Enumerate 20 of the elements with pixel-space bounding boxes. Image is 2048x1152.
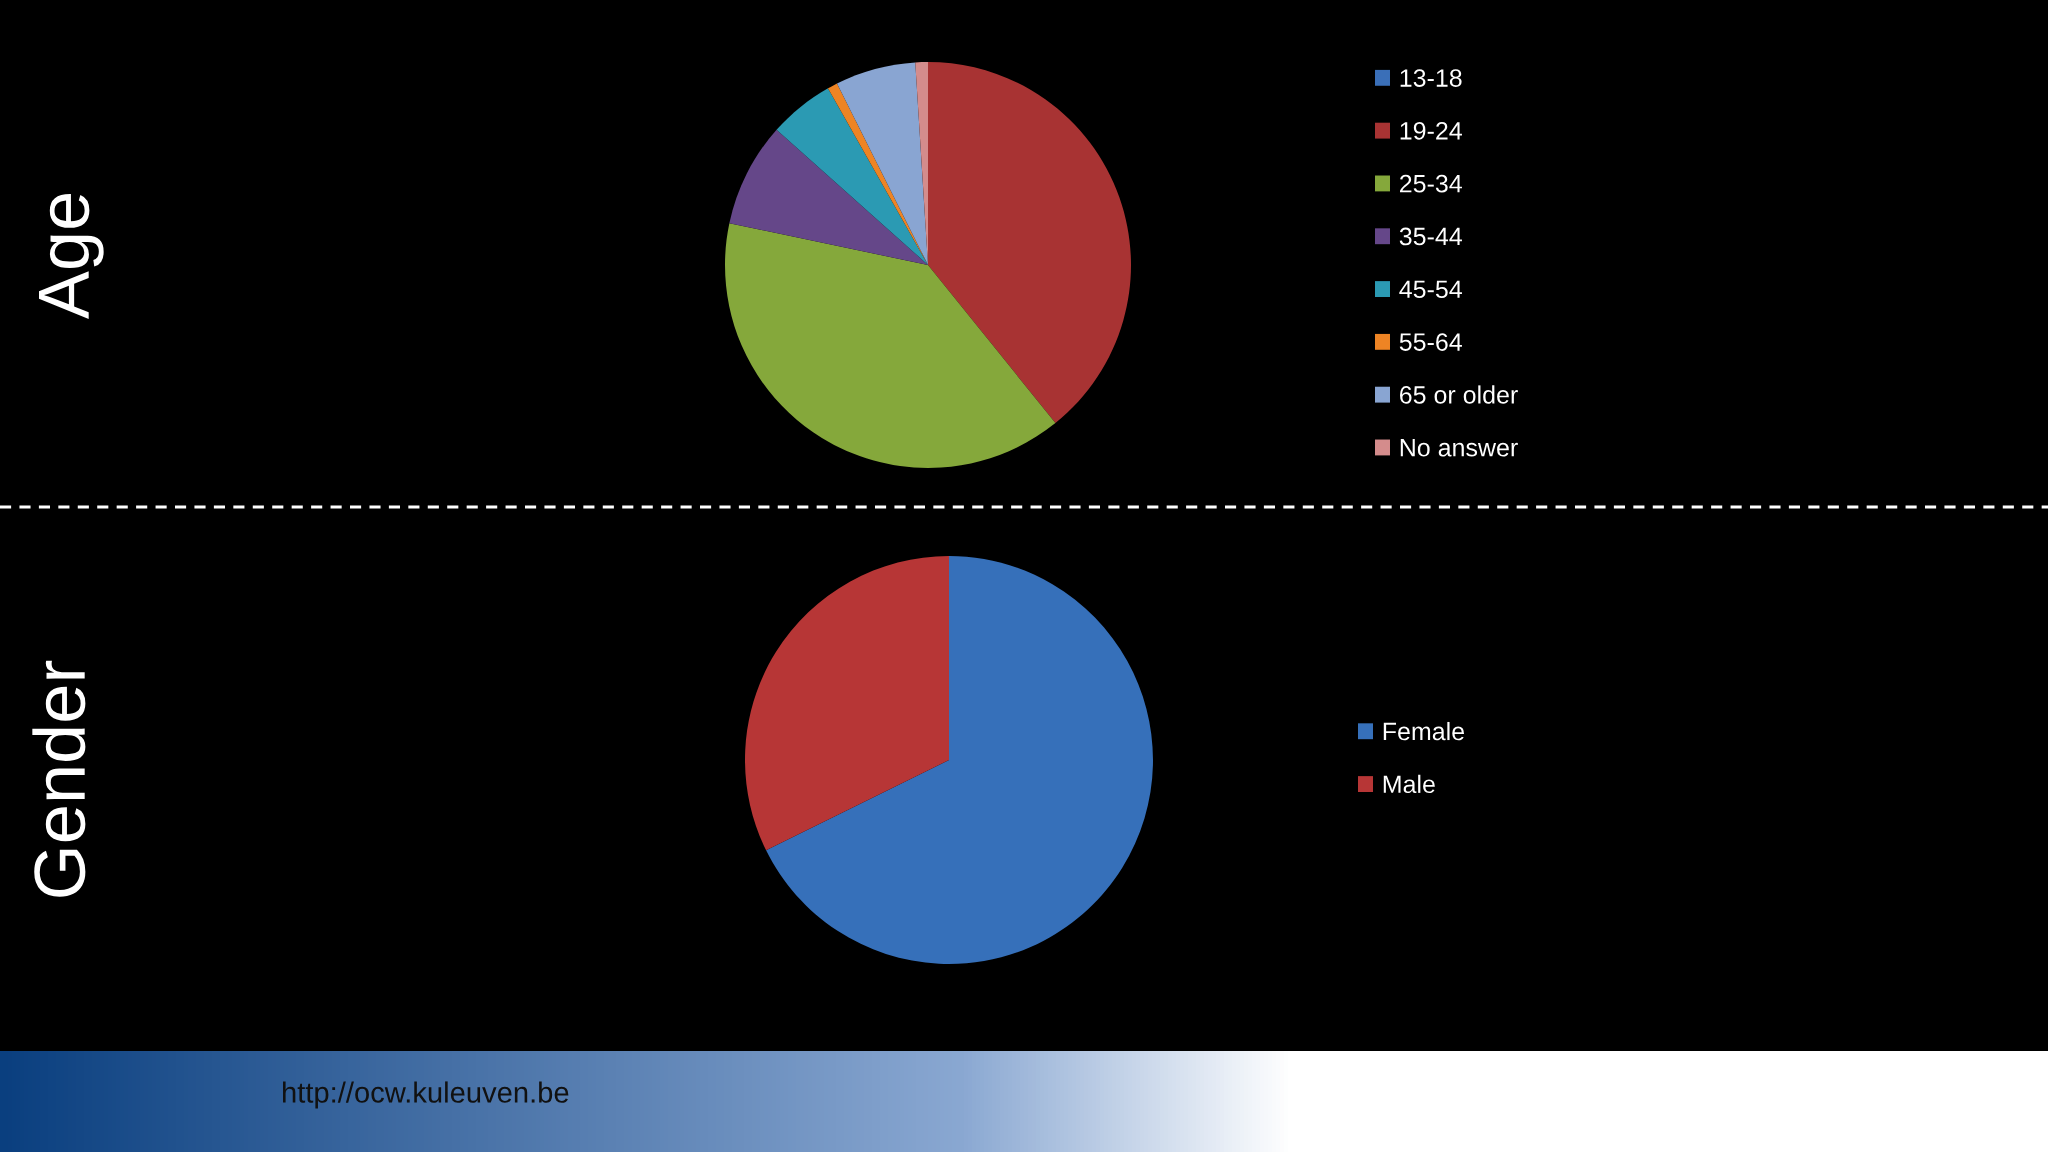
pie-slice [766,556,1153,964]
legend-label: 55-64 [1399,333,1462,351]
legend-label: 35-44 [1399,227,1462,246]
legend-label: 65 or older [1400,385,1518,404]
text: http://ocw.kuleuven.be [283,1081,569,1109]
pie-slice [725,223,1056,468]
text: Age [38,193,104,320]
pie-slice [928,62,1131,424]
legend-label: 13-18 [1400,69,1462,87]
legend-label: Female [1383,721,1464,741]
legend-label: 45-54 [1399,280,1462,299]
pie-slice [729,129,928,265]
pie-slice [745,556,949,851]
text: Gender [32,660,86,897]
legend-label: 25-34 [1400,174,1462,193]
legend-label: No answer [1400,439,1518,457]
pie-slice [836,62,928,265]
legend-label: 19-24 [1400,122,1462,140]
legend-label: Male [1383,774,1435,794]
pie-slice [776,88,928,265]
